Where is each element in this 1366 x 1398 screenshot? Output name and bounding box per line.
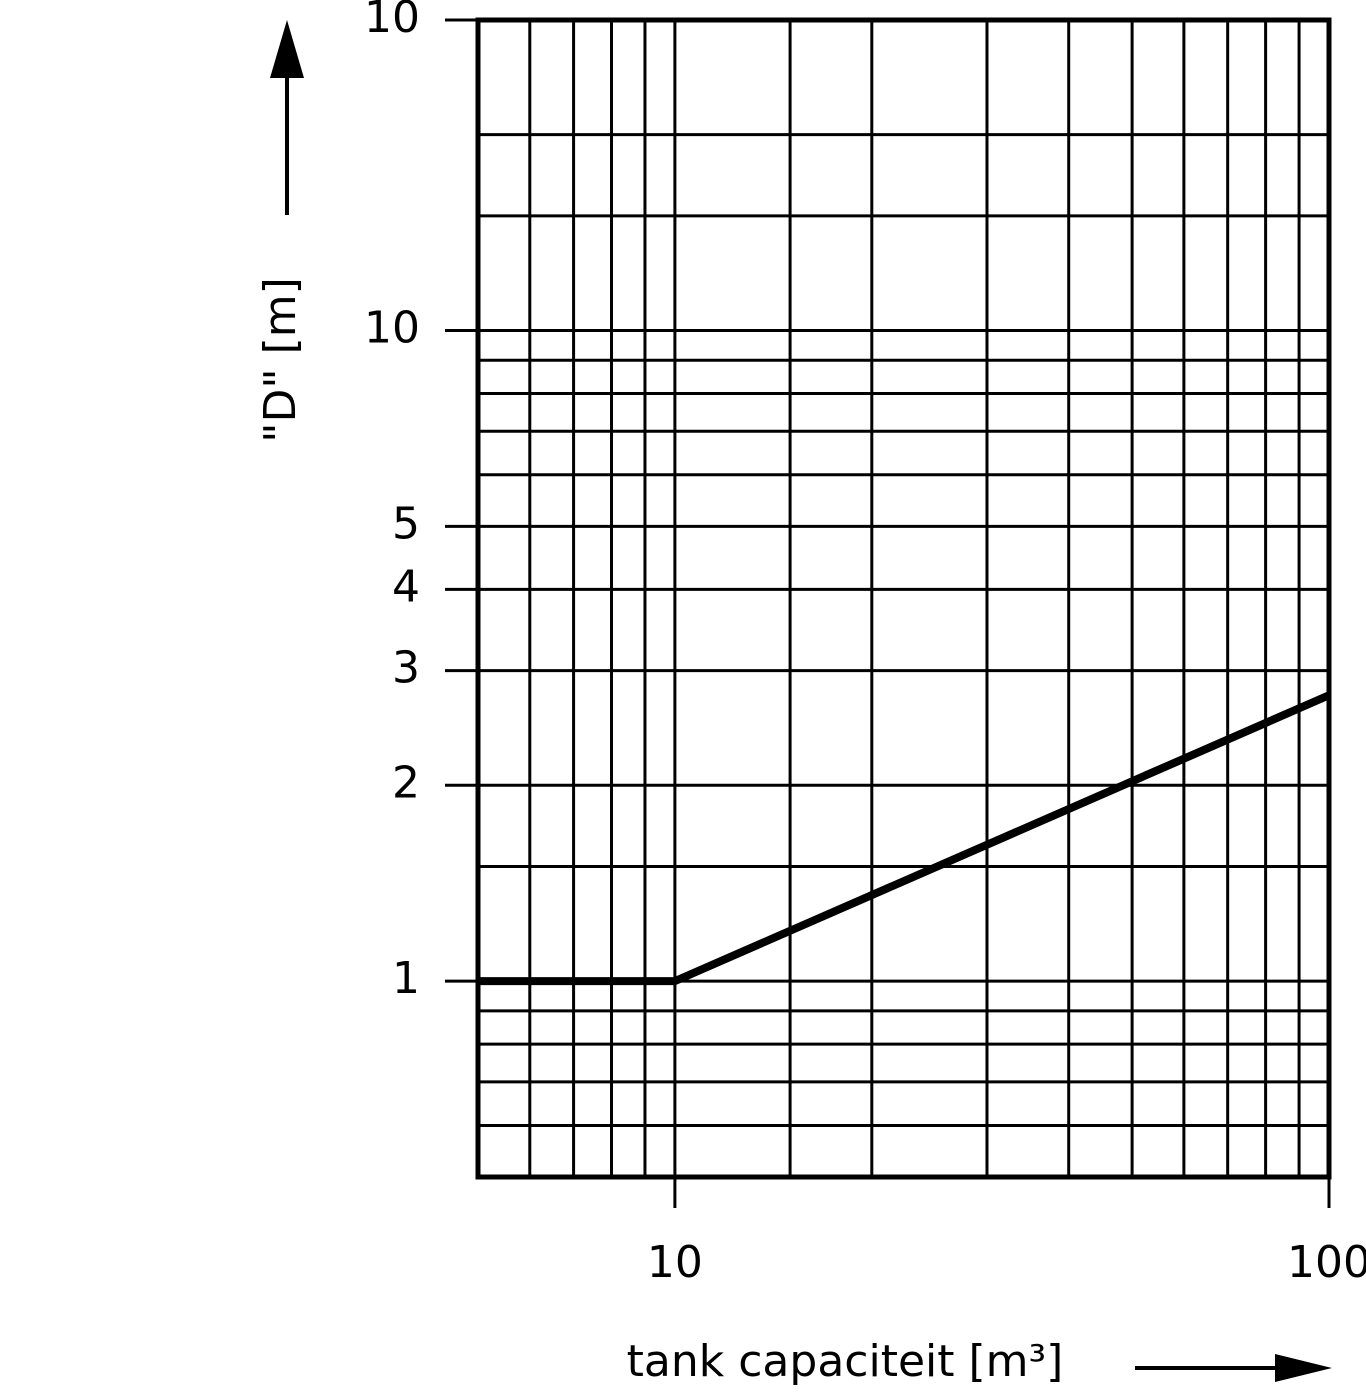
y-tick-label: 2 [392, 757, 420, 808]
y-tick-label: 10 [364, 0, 420, 43]
y-tick-label: 3 [392, 643, 420, 694]
x-axis-label: tank capaciteit [m³] [627, 1336, 1064, 1387]
x-tick-label: 100 [1287, 1237, 1366, 1288]
y-tick-label: 1 [392, 953, 420, 1004]
y-tick-label: 10 [364, 302, 420, 353]
y-tick-label: 5 [392, 498, 420, 549]
x-tick-label: 10 [647, 1237, 703, 1288]
x-arrow-head [1275, 1354, 1332, 1382]
y-axis-label: "D" [m] [255, 277, 306, 443]
data-line [478, 691, 1331, 986]
y-tick-label: 4 [392, 561, 420, 612]
plot-frame [475, 17, 1332, 1180]
y-arrow-head [270, 20, 304, 78]
